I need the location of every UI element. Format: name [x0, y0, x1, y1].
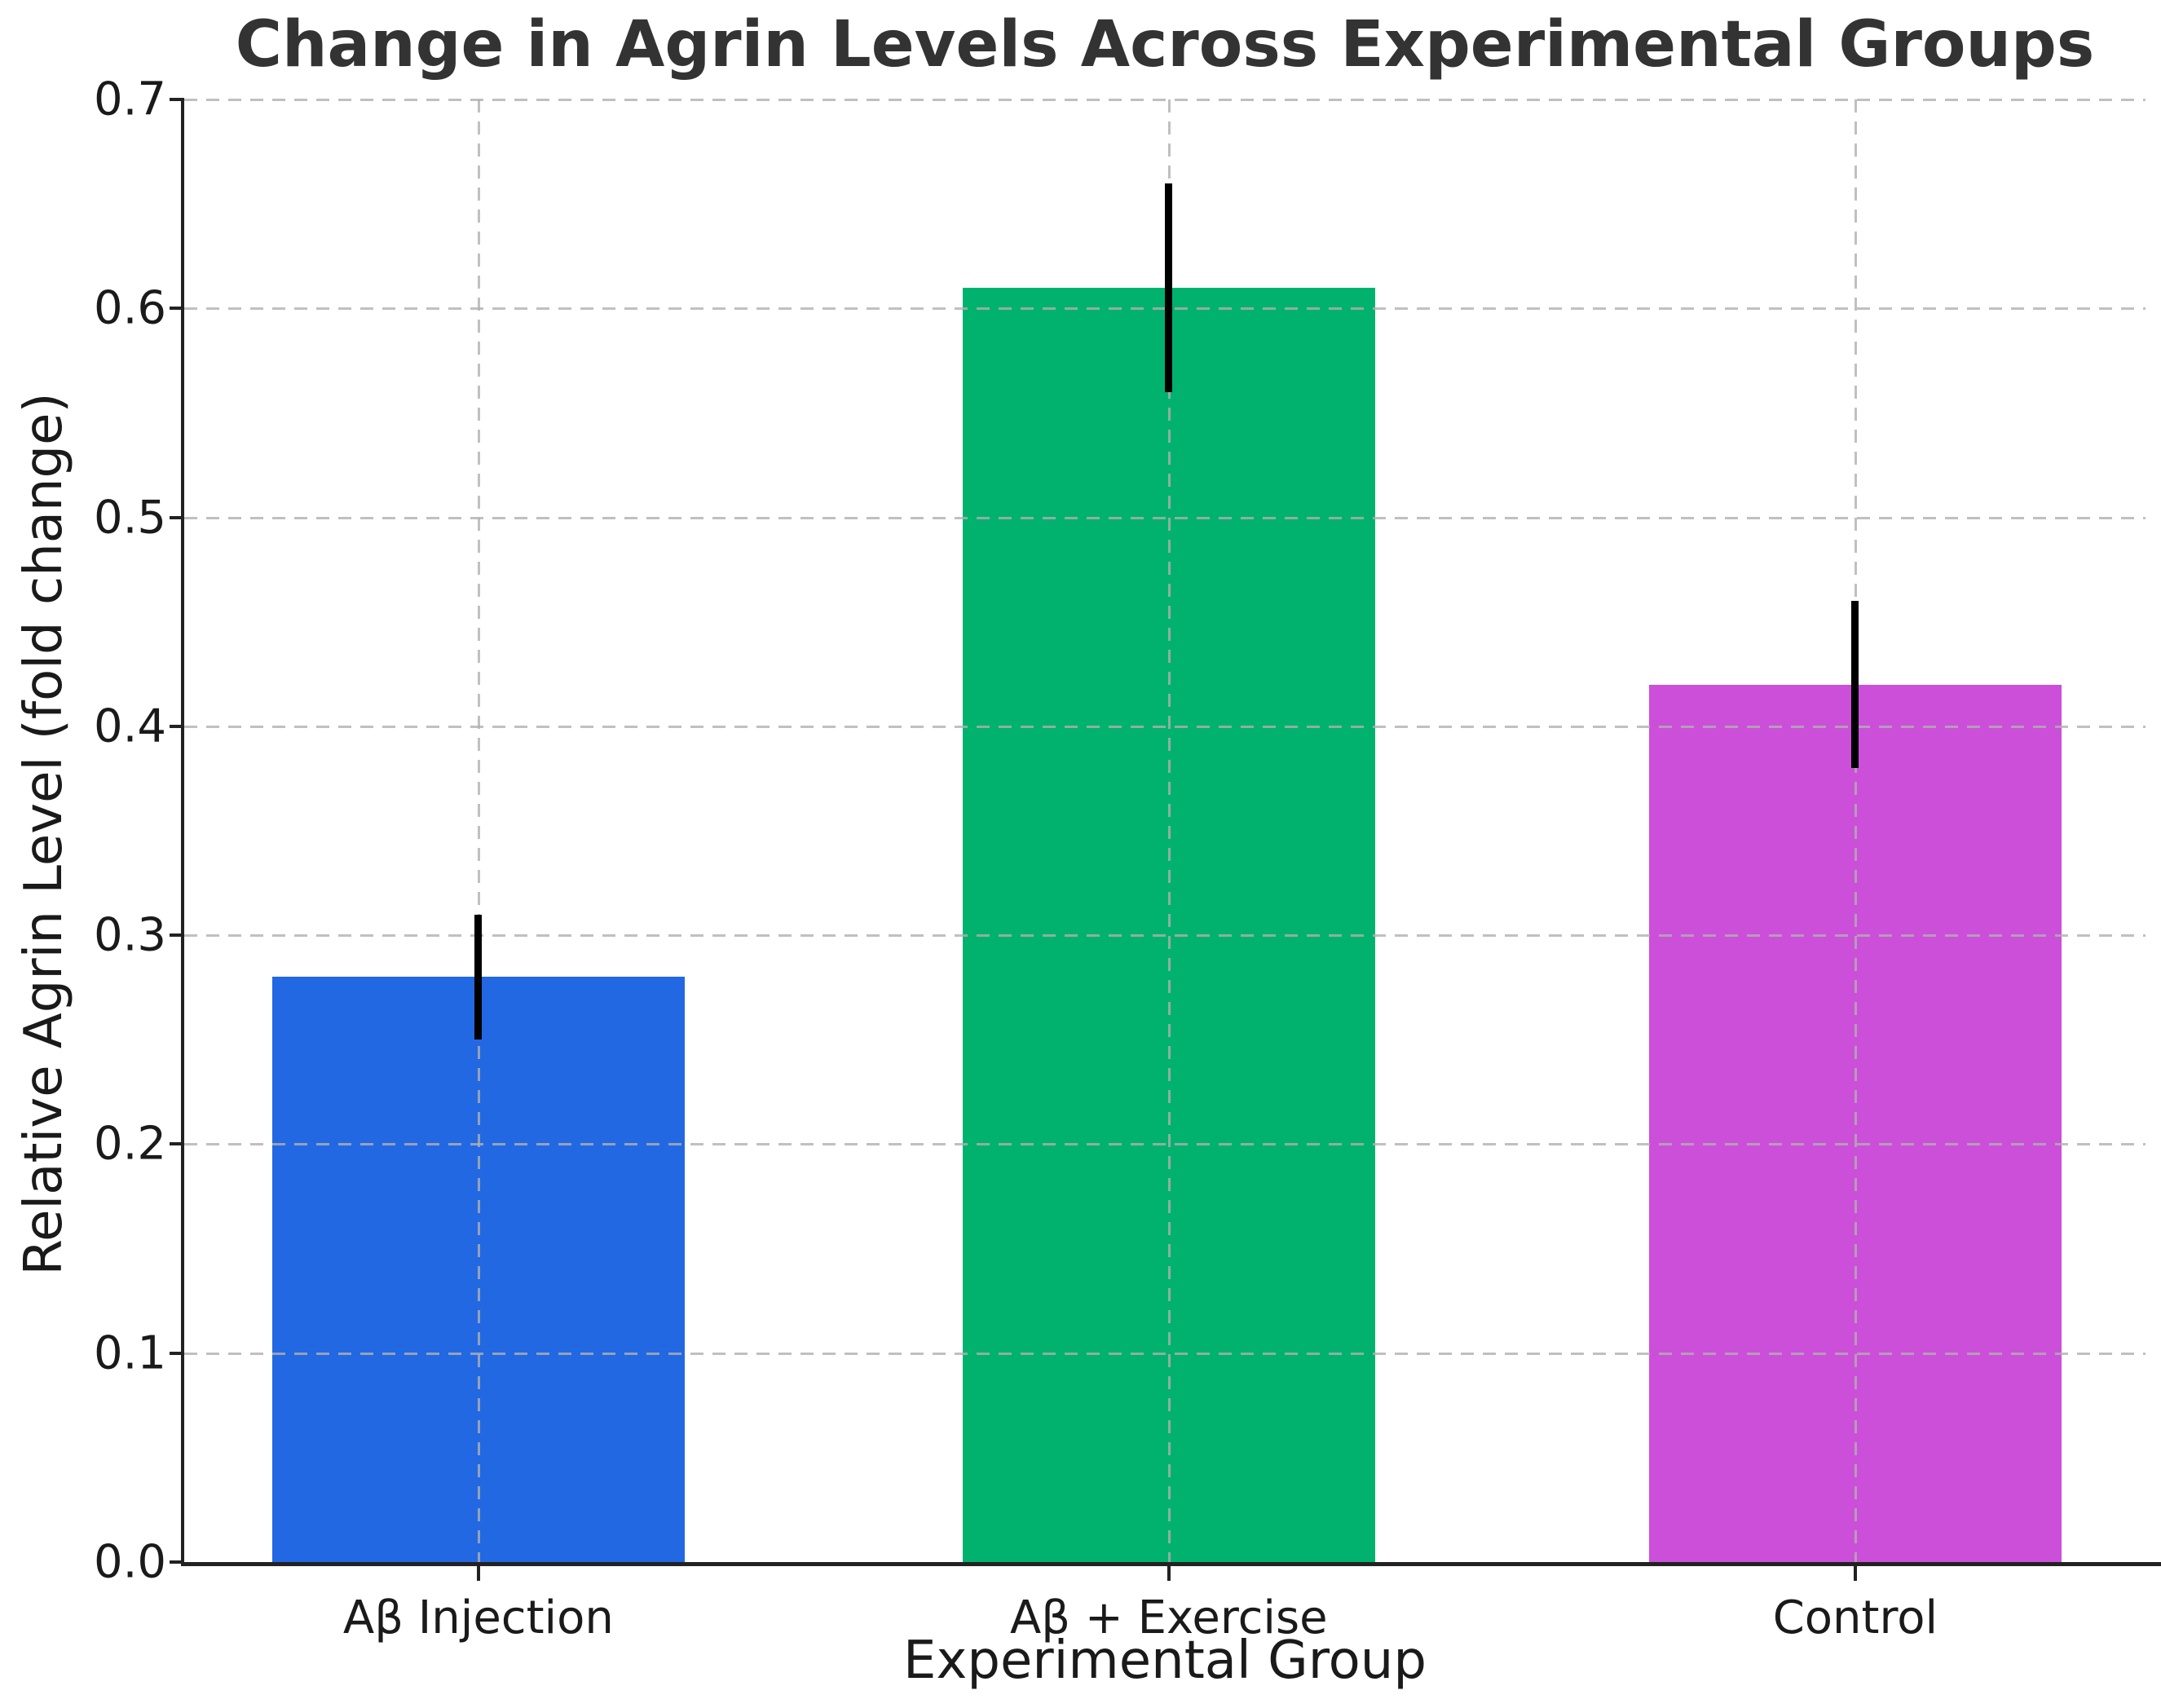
y-tick-label-0.6: 0.6: [93, 281, 166, 335]
h-gridline-0.3: [184, 934, 2146, 938]
y-tick-0.1: [170, 1351, 184, 1355]
v-gridline-2: [1854, 99, 1857, 1562]
x-tick-1: [1166, 1566, 1171, 1581]
h-gridline-0.7: [184, 99, 2146, 101]
x-axis-label: Experimental Group: [903, 1631, 1427, 1691]
h-gridline-0.1: [184, 1352, 2146, 1355]
y-tick-label-0.1: 0.1: [93, 1326, 166, 1380]
h-gridline-0.6: [184, 307, 2146, 311]
y-tick-label-0.5: 0.5: [93, 491, 166, 545]
x-tick-0: [476, 1566, 480, 1581]
y-tick-0.2: [170, 1142, 184, 1146]
h-gridline-0.2: [184, 1143, 2146, 1146]
y-tick-label-0.0: 0.0: [93, 1535, 166, 1589]
plot-area: 0.0 0.1 0.2 0.3 0.4 0.5 0.6 0.7 Aβ Injection Aβ +…: [94, 73, 2161, 1644]
y-tick-label-0.4: 0.4: [93, 700, 166, 753]
v-gridline-1: [1167, 99, 1171, 1562]
y-tick-0.4: [170, 724, 184, 728]
y-tick-0.0: [170, 1560, 184, 1564]
y-tick-0.7: [170, 98, 184, 101]
y-axis-spine: [181, 99, 184, 1566]
v-gridline-0: [477, 99, 480, 1562]
y-tick-label-0.7: 0.7: [93, 73, 166, 126]
y-tick-0.5: [170, 515, 184, 519]
chart-title: Change in Agrin Levels Across Experiment…: [235, 8, 2095, 82]
error-bar-2: [1851, 601, 1859, 769]
y-tick-label-0.2: 0.2: [93, 1117, 166, 1171]
error-bar-0: [474, 914, 483, 1040]
y-tick-0.3: [170, 933, 184, 938]
x-tick-2: [1853, 1566, 1857, 1581]
h-gridline-0.4: [184, 725, 2146, 728]
x-axis-spine: [181, 1562, 2161, 1566]
x-tick-label-2: Control: [1772, 1591, 1938, 1644]
y-tick-label-0.3: 0.3: [93, 908, 166, 962]
y-tick-0.6: [170, 307, 184, 311]
x-tick-label-1: Aβ + Exercise: [1010, 1591, 1328, 1644]
h-gridline-0.5: [184, 516, 2146, 519]
error-bar-1: [1165, 183, 1173, 392]
x-tick-label-0: Aβ Injection: [342, 1591, 614, 1644]
